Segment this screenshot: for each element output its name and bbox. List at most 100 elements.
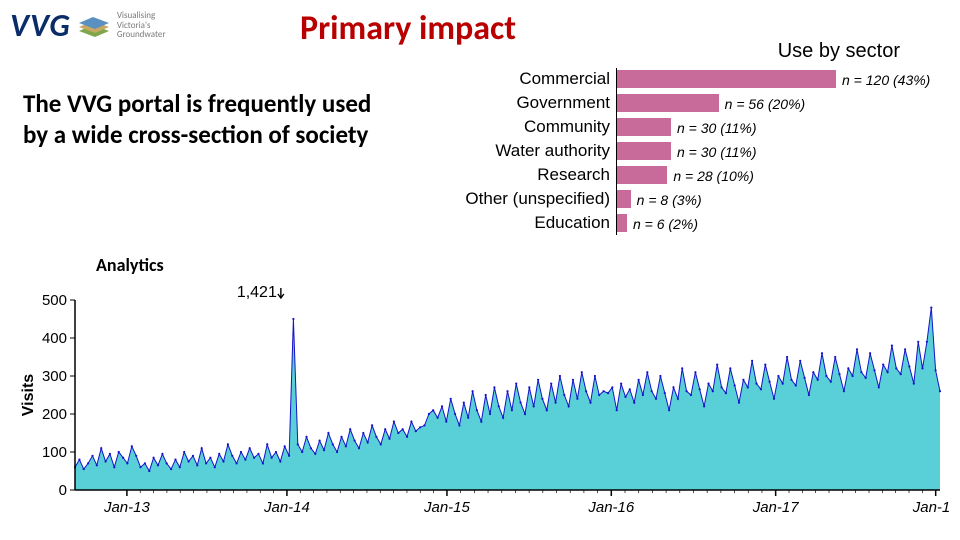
visits-marker [463,402,465,404]
visits-marker [686,390,688,392]
sector-row: Commercialn = 120 (43%) [430,67,950,91]
visits-marker [699,388,701,390]
xtick-label: Jan-13 [103,499,151,516]
visits-marker [900,373,902,375]
xtick-label: Jan-17 [752,499,800,516]
visits-marker [388,438,390,440]
sector-y-axis [616,68,617,235]
visits-marker [502,417,504,419]
visits-marker [423,424,425,426]
visits-marker [493,386,495,388]
ytick-label: 300 [42,368,67,385]
visits-marker [939,390,941,392]
visits-marker [624,396,626,398]
visits-marker [847,367,849,369]
visits-marker [703,405,705,407]
visits-marker [520,402,522,404]
visits-marker [450,398,452,400]
visits-callout-label: 1,421 [237,284,277,301]
visits-marker [930,307,932,309]
visits-marker [196,464,198,466]
visits-marker [576,398,578,400]
visits-marker [161,453,163,455]
sector-value-label: n = 56 (20%) [725,96,806,112]
sector-category-label: Research [430,165,616,185]
visits-marker [384,428,386,430]
visits-marker [659,375,661,377]
visits-marker [222,460,224,462]
visits-marker [262,462,264,464]
visits-marker [524,413,526,415]
visits-marker [515,383,517,385]
sector-chart-title: Use by sector [430,40,900,63]
visits-marker [751,360,753,362]
visits-marker [607,392,609,394]
visits-marker [769,381,771,383]
visits-marker [105,460,107,462]
visits-marker [257,453,259,455]
visits-marker [878,386,880,388]
visits-marker [126,462,128,464]
visits-marker [887,371,889,373]
visits-marker [795,384,797,386]
visits-marker [555,402,557,404]
visits-marker [830,381,832,383]
sector-row: Researchn = 28 (10%) [430,163,950,187]
visits-marker [773,398,775,400]
visits-marker [336,451,338,453]
visits-marker [651,390,653,392]
visits-marker [445,421,447,423]
ytick-label: 200 [42,406,67,423]
xtick-label: Jan-15 [423,499,471,516]
visits-marker [821,352,823,354]
sector-bar [616,214,627,232]
visits-marker [485,394,487,396]
visits-marker [275,451,277,453]
visits-marker [428,413,430,415]
visits-chart: Visits0100200300400500Jan-13Jan-14Jan-15… [15,282,950,528]
visits-area [75,308,940,490]
sector-bar [616,94,719,112]
visits-marker [568,405,570,407]
visits-marker [856,348,858,350]
visits-marker [498,405,500,407]
sector-bar [616,70,836,88]
visits-marker [782,383,784,385]
visits-marker [537,379,539,381]
visits-marker [533,405,535,407]
visits-marker [616,409,618,411]
visits-marker [393,421,395,423]
sector-category-label: Community [430,117,616,137]
visits-marker [506,390,508,392]
visits-marker [511,409,513,411]
logo-icon [77,13,111,39]
visits-marker [122,457,124,459]
visits-marker [926,341,928,343]
visits-marker [214,466,216,468]
visits-marker [340,436,342,438]
visits-marker [358,447,360,449]
visits-marker [454,413,456,415]
visits-marker [480,421,482,423]
sector-bar [616,118,671,136]
visits-marker [734,384,736,386]
sector-value-label: n = 8 (3%) [637,192,702,208]
lead-text: The VVG portal is frequently used by a w… [23,88,383,151]
ytick-label: 100 [42,444,67,461]
visits-marker [550,383,552,385]
visits-marker [284,445,286,447]
visits-marker [415,430,417,432]
visits-marker [135,455,137,457]
ytick-label: 0 [59,482,67,499]
visits-marker [349,428,351,430]
visits-marker [777,375,779,377]
visits-marker [458,424,460,426]
visits-marker [860,371,862,373]
visits-marker [362,432,364,434]
visits-marker [113,466,115,468]
visits-marker [201,447,203,449]
visits-marker [183,451,185,453]
visits-marker [467,417,469,419]
visits-marker [380,443,382,445]
visits-marker [869,352,871,354]
